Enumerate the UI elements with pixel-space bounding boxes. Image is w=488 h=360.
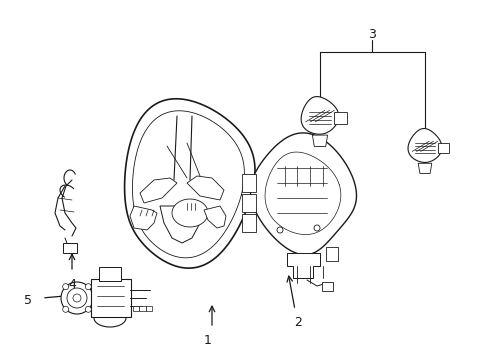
Polygon shape bbox=[312, 135, 327, 147]
Polygon shape bbox=[172, 199, 207, 227]
FancyBboxPatch shape bbox=[242, 174, 256, 192]
Polygon shape bbox=[250, 133, 356, 255]
FancyBboxPatch shape bbox=[322, 282, 333, 291]
Polygon shape bbox=[140, 178, 177, 203]
FancyBboxPatch shape bbox=[99, 267, 121, 281]
Polygon shape bbox=[286, 253, 319, 278]
Polygon shape bbox=[130, 206, 157, 230]
FancyBboxPatch shape bbox=[242, 214, 256, 232]
Ellipse shape bbox=[62, 306, 68, 312]
FancyBboxPatch shape bbox=[242, 194, 256, 212]
FancyBboxPatch shape bbox=[91, 279, 131, 317]
Polygon shape bbox=[437, 143, 448, 153]
Ellipse shape bbox=[85, 284, 91, 290]
FancyBboxPatch shape bbox=[133, 306, 139, 310]
Polygon shape bbox=[301, 96, 338, 134]
Text: 3: 3 bbox=[367, 27, 375, 40]
Ellipse shape bbox=[62, 284, 68, 290]
Polygon shape bbox=[186, 176, 224, 200]
Text: 5: 5 bbox=[24, 293, 32, 306]
Polygon shape bbox=[334, 112, 346, 124]
Polygon shape bbox=[407, 129, 441, 162]
Polygon shape bbox=[160, 206, 203, 243]
Polygon shape bbox=[203, 206, 225, 228]
Text: 1: 1 bbox=[203, 333, 211, 346]
Ellipse shape bbox=[85, 306, 91, 312]
Text: 4: 4 bbox=[68, 278, 76, 291]
FancyBboxPatch shape bbox=[139, 306, 145, 310]
FancyBboxPatch shape bbox=[63, 243, 77, 253]
Polygon shape bbox=[124, 99, 254, 268]
Text: 2: 2 bbox=[293, 315, 301, 328]
Ellipse shape bbox=[61, 282, 93, 314]
Polygon shape bbox=[417, 163, 431, 174]
FancyBboxPatch shape bbox=[145, 306, 151, 310]
FancyBboxPatch shape bbox=[325, 247, 337, 261]
